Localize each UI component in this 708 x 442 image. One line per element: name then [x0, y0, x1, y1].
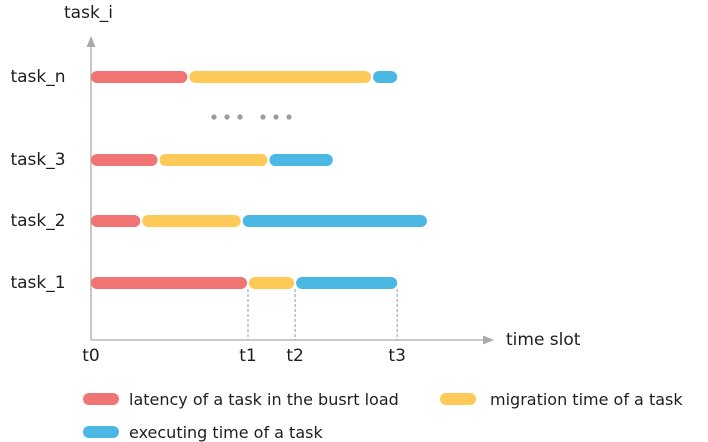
bar-segment-migration: [249, 277, 295, 289]
y-axis-label: task_i: [64, 3, 113, 23]
bar-segment-migration: [189, 71, 372, 83]
bar-segment-latency: [91, 215, 141, 227]
x-axis-arrowhead: [483, 335, 494, 345]
task-row-task_n: [91, 71, 398, 83]
task-row-task_1: [91, 277, 398, 289]
time-guides: [247, 289, 398, 340]
legend: latency of a task in the busrt load migra…: [83, 390, 683, 442]
legend-swatch: [440, 393, 476, 405]
bar-segment-latency: [91, 154, 158, 166]
bar-segment-latency: [91, 277, 247, 289]
task-label: task_2: [10, 211, 65, 231]
time-tick-label: t1: [239, 346, 256, 366]
ellipsis-dot: [237, 114, 243, 120]
legend-label: latency of a task in the busrt load: [129, 390, 399, 409]
task-row-task_3: [91, 154, 333, 166]
ellipsis-dot: [286, 114, 292, 120]
task-bars: [91, 71, 427, 289]
bar-segment-latency: [91, 71, 188, 83]
ellipsis-dot: [260, 114, 266, 120]
bar-segment-migration: [142, 215, 241, 227]
y-axis-arrowhead: [86, 36, 96, 47]
legend-item-latency: latency of a task in the busrt load: [83, 390, 399, 409]
time-tick-label: t3: [388, 346, 405, 366]
x-axis-label: time slot: [506, 330, 581, 350]
task-label: task_3: [10, 150, 65, 170]
ellipsis-dot: [211, 114, 217, 120]
legend-label: executing time of a task: [129, 423, 323, 442]
legend-item-executing: executing time of a task: [83, 423, 323, 442]
task-row-task_2: [91, 215, 427, 227]
time-tick-labels: t0 t1 t2 t3: [82, 346, 406, 366]
legend-swatch: [83, 393, 119, 405]
task-labels: task_n task_3 task_2 task_1: [10, 67, 65, 293]
task-label: task_n: [10, 67, 65, 87]
bar-segment-executing: [242, 215, 427, 227]
legend-label: migration time of a task: [490, 390, 683, 409]
bar-segment-executing: [296, 277, 398, 289]
task-label: task_1: [10, 273, 65, 293]
legend-swatch: [83, 426, 119, 438]
bar-segment-executing: [373, 71, 398, 83]
ellipsis-dot: [224, 114, 230, 120]
ellipsis-dot: [273, 114, 279, 120]
bar-segment-executing: [269, 154, 333, 166]
legend-item-migration: migration time of a task: [440, 390, 683, 409]
ellipsis-indicator: [211, 114, 292, 120]
time-tick-label: t0: [82, 346, 99, 366]
bar-segment-migration: [159, 154, 268, 166]
time-tick-label: t2: [286, 346, 303, 366]
